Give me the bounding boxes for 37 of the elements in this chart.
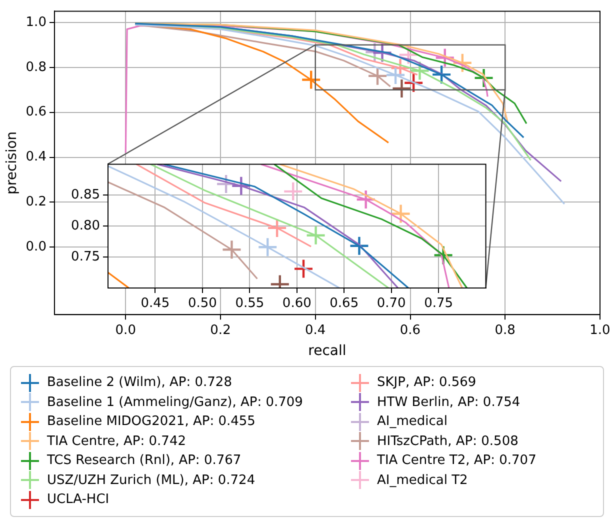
legend-label: UCLA-HCI (47, 492, 110, 508)
y-tick-label: 0.80 (70, 218, 100, 234)
x-tick-label: 0.55 (235, 296, 264, 312)
x-tick-label: 0.65 (330, 296, 359, 312)
x-tick-label: 0.45 (140, 296, 170, 312)
x-tick-label: 0.50 (188, 296, 217, 312)
x-tick-label: 0.75 (424, 296, 453, 312)
y-tick-label: 0.8 (26, 60, 46, 75)
x-axis-title: recall (308, 343, 346, 360)
legend-label: AI_medical (377, 414, 448, 430)
legend-label: TIA Centre, AP: 0.742 (47, 434, 186, 449)
x-tick-label: 1.0 (590, 322, 610, 338)
y-tick-label: 0.75 (70, 249, 100, 264)
legend-label: HITszCPath, AP: 0.508 (377, 434, 518, 449)
x-tick-label: 0.4 (305, 322, 326, 338)
x-tick-label: 0.0 (115, 322, 136, 338)
y-tick-label: 0.0 (26, 240, 46, 255)
y-tick-label: 0.2 (26, 194, 46, 210)
legend-label: USZ/UZH Zurich (ML), AP: 0.724 (47, 472, 256, 488)
y-tick-label: 1.0 (26, 14, 46, 30)
legend-label: SKJP, AP: 0.569 (377, 375, 476, 390)
legend-label: HTW Berlin, AP: 0.754 (377, 394, 520, 410)
legend-label: TIA Centre T2, AP: 0.707 (377, 453, 536, 468)
y-tick-label: 0.6 (26, 104, 46, 120)
y-tick-label: 0.85 (70, 187, 100, 202)
legend-label: Baseline 2 (Wilm), AP: 0.728 (47, 375, 232, 390)
x-tick-label: 0.70 (376, 296, 406, 312)
x-tick-label: 0.8 (494, 322, 516, 338)
legend-label: AI_medical T2 (377, 472, 468, 488)
legend-label: Baseline 1 (Ammeling/Ganz), AP: 0.709 (47, 394, 303, 410)
legend-label: TCS Research (Rnl), AP: 0.767 (47, 453, 242, 468)
y-axis-title: precision (4, 131, 20, 194)
x-tick-label: 0.2 (210, 322, 231, 338)
x-tick-label: 0.60 (282, 296, 312, 312)
legend-label: Baseline MIDOG2021, AP: 0.455 (47, 414, 256, 430)
x-tick-label: 0.6 (400, 322, 421, 338)
y-tick-label: 0.4 (26, 150, 46, 165)
